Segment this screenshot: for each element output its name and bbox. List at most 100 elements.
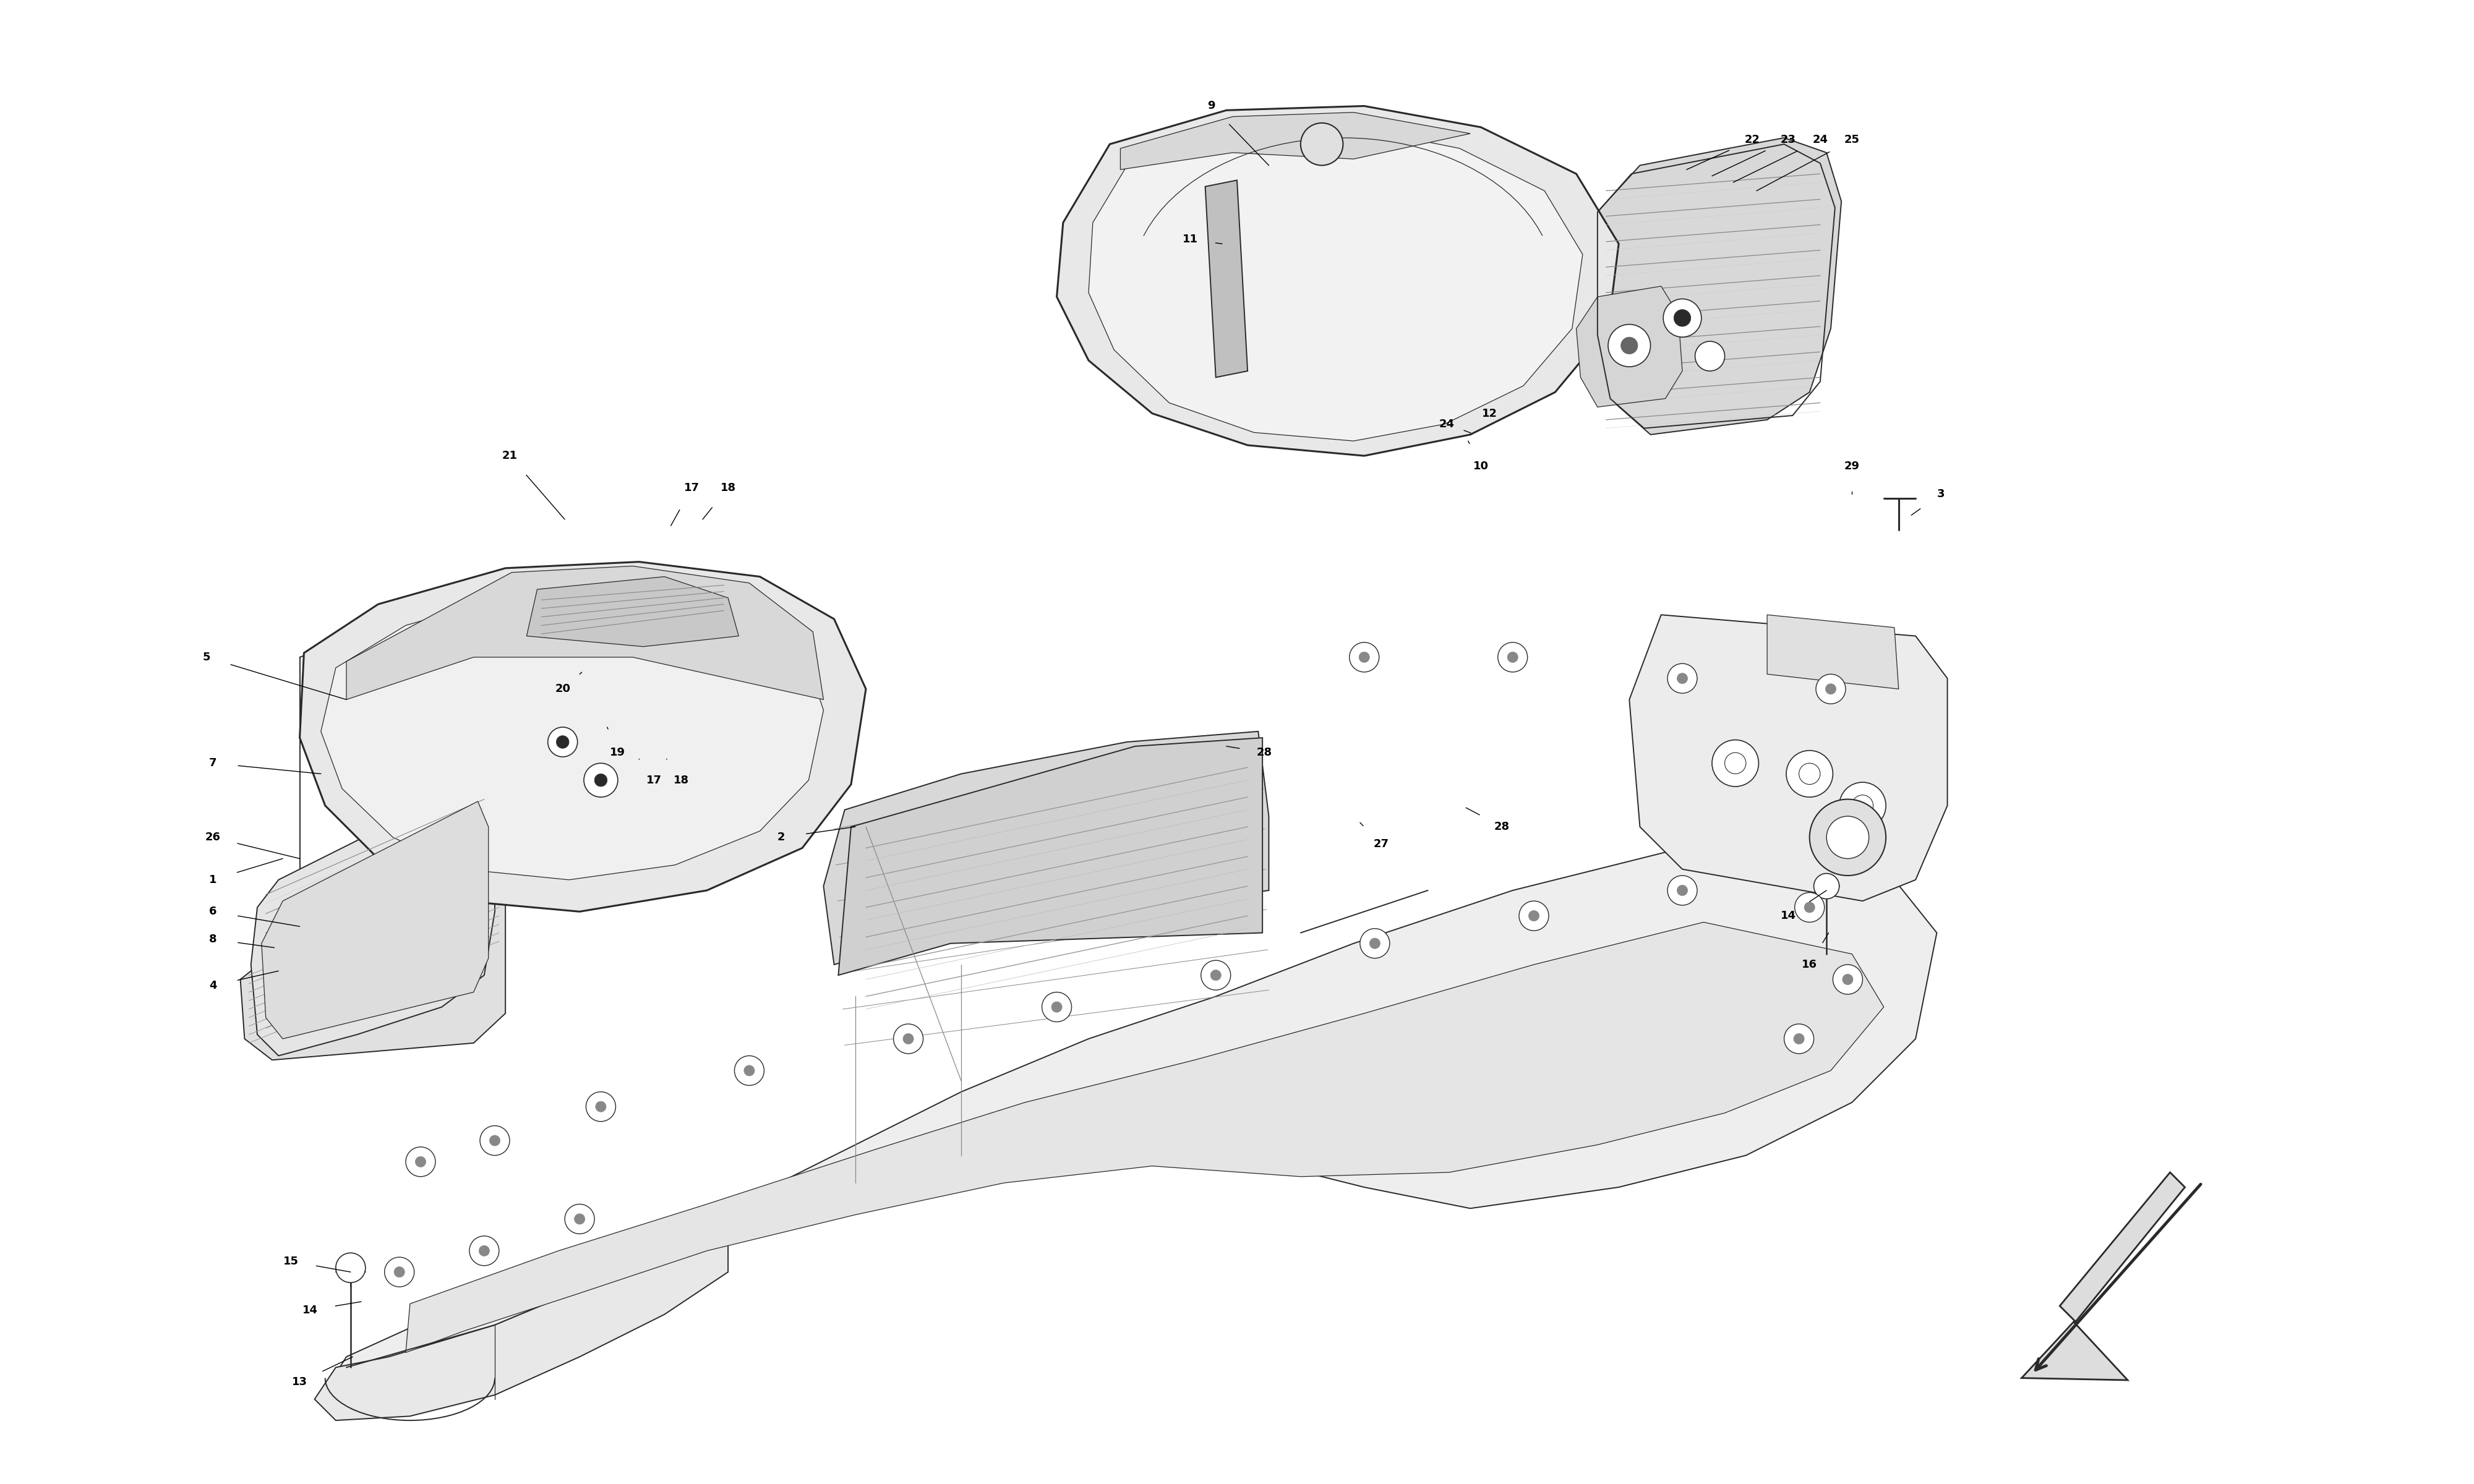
Circle shape [745,1066,755,1076]
Text: 28: 28 [1494,821,1509,833]
Text: 24: 24 [1440,418,1455,429]
Text: 26: 26 [205,833,220,843]
Text: 17: 17 [685,482,700,493]
Circle shape [1808,800,1885,876]
Circle shape [1724,752,1747,773]
Circle shape [393,1267,406,1278]
Circle shape [1358,651,1371,662]
Text: 25: 25 [1843,135,1860,145]
Circle shape [1667,663,1697,693]
Circle shape [547,727,576,757]
Circle shape [1712,741,1759,787]
Polygon shape [250,781,495,1055]
Polygon shape [346,565,824,699]
Circle shape [735,1055,764,1085]
Circle shape [574,1214,584,1224]
Circle shape [406,1147,435,1177]
Polygon shape [1598,138,1841,435]
Circle shape [586,1092,616,1122]
Text: 14: 14 [302,1304,319,1316]
Polygon shape [314,1226,727,1420]
Circle shape [490,1135,500,1146]
Circle shape [1826,816,1868,859]
Text: 19: 19 [611,746,626,758]
Circle shape [1794,1033,1804,1045]
Circle shape [1210,971,1222,981]
Circle shape [480,1126,510,1156]
Circle shape [1677,884,1687,896]
Circle shape [1361,929,1390,959]
Text: 13: 13 [292,1377,307,1388]
Text: 18: 18 [720,482,735,493]
Circle shape [1663,298,1702,337]
Circle shape [1348,643,1378,672]
Circle shape [1529,911,1539,922]
Polygon shape [1089,128,1583,441]
Text: 3: 3 [1937,488,1945,500]
Circle shape [1695,341,1724,371]
Polygon shape [262,801,487,1039]
Circle shape [557,736,569,748]
Circle shape [1816,674,1846,703]
Circle shape [470,1236,500,1266]
Text: 22: 22 [1744,135,1759,145]
Circle shape [1051,1002,1061,1012]
Circle shape [480,1245,490,1255]
Polygon shape [336,847,1937,1389]
Text: 24: 24 [1813,135,1828,145]
Circle shape [1519,901,1549,930]
Circle shape [1786,751,1833,797]
Circle shape [564,1204,594,1233]
Circle shape [1784,1024,1813,1054]
Circle shape [1804,902,1816,913]
Text: 17: 17 [646,775,661,785]
Polygon shape [839,738,1262,975]
Polygon shape [1205,180,1247,377]
Text: 7: 7 [208,758,218,769]
Text: 1: 1 [208,874,218,886]
Circle shape [903,1033,913,1045]
Text: 11: 11 [1183,234,1197,245]
Circle shape [1799,763,1821,785]
Circle shape [893,1024,923,1054]
Polygon shape [240,844,505,1060]
Circle shape [1853,795,1873,816]
Circle shape [1301,123,1343,165]
Polygon shape [2021,1172,2185,1380]
Circle shape [596,1101,606,1112]
Polygon shape [1630,614,1947,901]
Text: 15: 15 [285,1255,299,1267]
Polygon shape [1121,113,1470,169]
Circle shape [1677,674,1687,684]
Circle shape [1838,782,1885,830]
Text: 27: 27 [1373,838,1388,849]
Circle shape [1675,310,1690,326]
Circle shape [1667,876,1697,905]
Polygon shape [824,732,1269,965]
Text: 2: 2 [777,833,784,843]
Text: 9: 9 [1207,101,1215,111]
Text: 12: 12 [1482,408,1497,418]
Circle shape [1813,874,1838,899]
Polygon shape [1766,614,1898,689]
Circle shape [1507,651,1519,662]
Circle shape [1620,337,1638,355]
Text: 23: 23 [1781,135,1796,145]
Text: 4: 4 [208,981,218,991]
Text: 28: 28 [1257,746,1272,758]
Text: 8: 8 [208,933,218,945]
Circle shape [416,1156,426,1166]
Text: 6: 6 [208,907,218,917]
Circle shape [383,1257,413,1287]
Circle shape [1371,938,1380,948]
Circle shape [1833,965,1863,994]
Circle shape [1042,993,1071,1022]
Text: 29: 29 [1843,462,1860,472]
Polygon shape [322,589,824,880]
Text: 16: 16 [1801,959,1818,971]
Text: 10: 10 [1472,462,1489,472]
Circle shape [336,1252,366,1282]
Polygon shape [1576,286,1682,407]
Circle shape [1794,892,1823,922]
Circle shape [1608,325,1650,367]
